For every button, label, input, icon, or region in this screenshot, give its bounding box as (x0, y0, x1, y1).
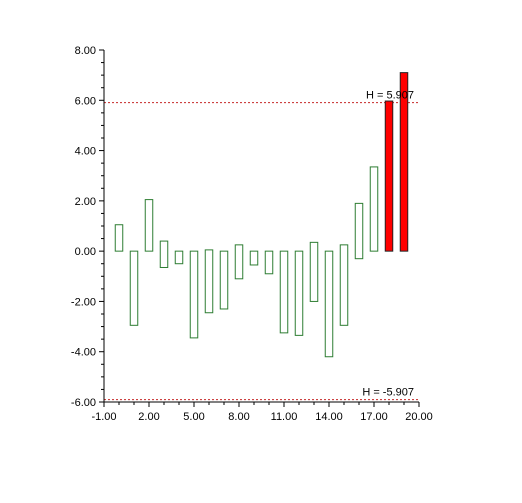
x-tick-label: 8.00 (228, 411, 249, 423)
bar (279, 250, 289, 334)
y-tick-label: -4.00 (71, 347, 96, 359)
x-tick-label: 2.00 (138, 411, 159, 423)
label-layer: 8.00 6.00 4.00 2.00 0.00 -2.00 -4.00 -6.00 -1.00… (71, 45, 433, 423)
y-tick-label: 2.00 (75, 196, 96, 208)
bar (189, 250, 199, 339)
bar (144, 199, 154, 252)
x-tick-label: 11.00 (271, 411, 298, 423)
bar (129, 250, 139, 326)
x-tick-label: -1.00 (91, 411, 116, 423)
x-tick-label: 14.00 (315, 411, 343, 423)
threshold-layer (104, 102, 419, 401)
bar (159, 240, 169, 268)
bar (294, 250, 304, 336)
bar (339, 244, 349, 326)
bar-layer (114, 72, 409, 358)
bar (114, 224, 124, 252)
bar (219, 250, 229, 310)
y-tick-label: 6.00 (75, 95, 96, 107)
y-tick-label: 0.00 (75, 246, 96, 258)
y-tick-label: 4.00 (75, 146, 96, 158)
bar (204, 249, 214, 314)
y-tick-label: 8.00 (75, 45, 96, 57)
highlighted-bar (399, 72, 409, 252)
bar (249, 250, 259, 266)
bar (264, 250, 274, 275)
x-tick-label: 20.00 (405, 411, 433, 423)
bar (174, 250, 184, 265)
bar (309, 241, 319, 302)
x-tick-label: 5.00 (183, 411, 204, 423)
x-tick-label: 17.00 (360, 411, 388, 423)
y-tick-label: -2.00 (71, 296, 96, 308)
threshold-label: H = -5.907 (362, 387, 414, 399)
bar (369, 166, 379, 252)
bar (324, 250, 334, 358)
bar (354, 202, 364, 260)
y-tick-label: -6.00 (71, 397, 96, 409)
axis-layer (99, 49, 420, 407)
bar (234, 244, 244, 280)
highlighted-bar (384, 100, 394, 252)
threshold-label: H = 5.907 (366, 90, 414, 102)
